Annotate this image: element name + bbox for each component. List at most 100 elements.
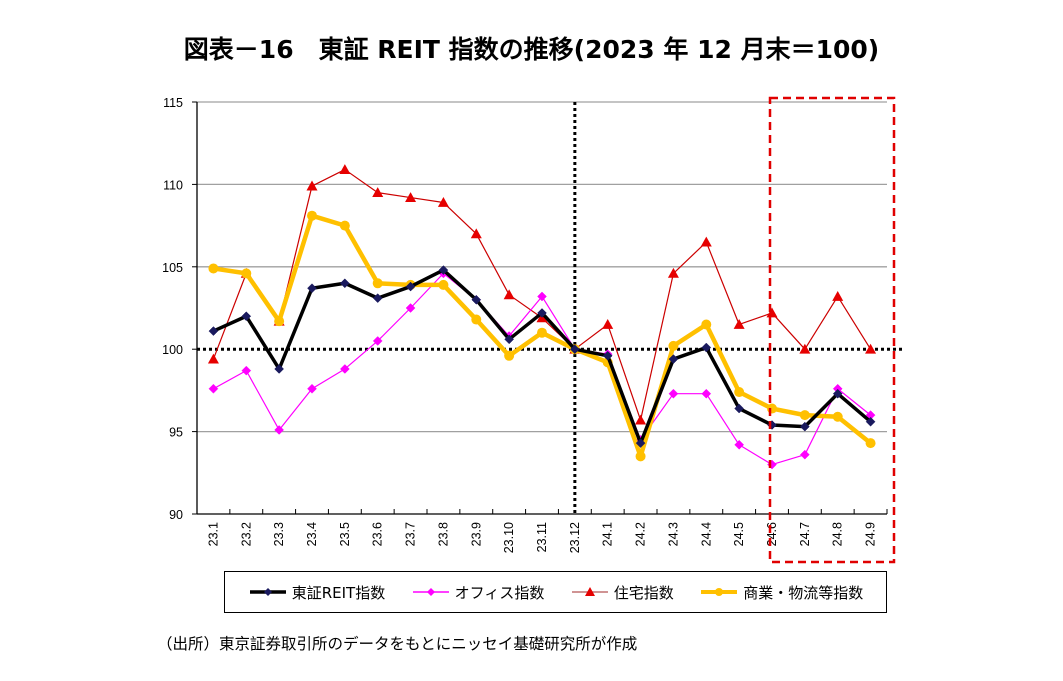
x-tick-label: 23.6 — [371, 522, 385, 546]
data-point — [668, 340, 679, 351]
legend-swatch — [249, 588, 286, 596]
data-point — [438, 265, 449, 275]
x-tick-label: 23.5 — [338, 522, 352, 546]
series-layer — [207, 164, 877, 470]
data-point — [865, 343, 877, 354]
data-point — [734, 387, 745, 398]
x-tick-label: 23.1 — [206, 522, 220, 546]
data-point — [340, 364, 350, 374]
y-tick-label: 95 — [169, 426, 183, 440]
series-0 — [208, 265, 876, 448]
legend-label: 東証REIT指数 — [291, 583, 386, 602]
data-point — [372, 187, 384, 198]
data-point — [208, 263, 219, 274]
data-point — [570, 344, 580, 355]
x-tick-label: 24.8 — [831, 522, 845, 546]
data-point — [405, 192, 417, 202]
x-tick-label: 23.7 — [404, 522, 418, 546]
data-point — [437, 197, 449, 207]
x-tick-label: 24.7 — [798, 522, 812, 546]
data-point — [471, 294, 482, 305]
legend-swatch — [571, 587, 608, 596]
data-point — [701, 342, 712, 353]
y-tick-label: 115 — [163, 96, 183, 110]
data-point — [339, 220, 350, 231]
data-point — [504, 334, 514, 345]
data-point — [701, 319, 712, 330]
data-point — [372, 278, 383, 289]
data-point — [734, 439, 744, 450]
x-tick-label: 23.11 — [535, 522, 549, 552]
x-tick-label: 23.8 — [436, 522, 450, 546]
data-point — [405, 281, 416, 292]
data-point — [207, 353, 219, 364]
legend-label: 商業・物流等指数 — [743, 583, 864, 602]
highlight-box — [768, 96, 896, 564]
data-point — [602, 350, 613, 361]
data-point — [701, 388, 712, 399]
data-point — [274, 425, 284, 435]
data-point — [832, 388, 843, 399]
legend-label: 住宅指数 — [613, 583, 674, 602]
x-tick-label: 23.9 — [469, 522, 483, 546]
data-point — [340, 278, 350, 289]
data-point — [307, 210, 317, 221]
data-point — [470, 228, 482, 239]
data-point — [832, 411, 843, 422]
x-tick-label: 24.9 — [864, 522, 878, 546]
data-point — [799, 343, 811, 354]
data-point — [372, 293, 383, 303]
data-point — [306, 180, 318, 191]
data-point — [241, 365, 252, 376]
legend-swatch — [412, 588, 449, 596]
data-point — [734, 403, 744, 414]
data-point — [635, 451, 646, 462]
x-tick-label: 24.5 — [732, 522, 746, 546]
y-tick-label: 90 — [169, 508, 183, 522]
data-point — [307, 283, 317, 294]
x-tick-label: 24.3 — [666, 522, 680, 546]
data-point — [733, 318, 745, 329]
chart-title: 図表－16 東証 REIT 指数の推移(2023 年 12 月末＝100) — [183, 35, 880, 64]
data-point — [700, 236, 712, 247]
data-point — [372, 336, 383, 346]
gridlines — [197, 101, 887, 433]
data-point — [208, 326, 219, 336]
y-tick-label: 100 — [162, 343, 183, 357]
legend-swatch — [701, 588, 738, 596]
x-tick-label: 24.2 — [634, 522, 648, 546]
data-point — [766, 307, 778, 318]
source-note: （出所）東京証券取引所のデータをもとにニッセイ基礎研究所が作成 — [157, 635, 638, 653]
x-tick-label: 24.1 — [601, 522, 615, 546]
data-point — [635, 438, 646, 448]
data-point — [537, 291, 547, 302]
legend: 東証REIT指数 オフィス指数 住宅指数 商業・物流等指数 — [224, 571, 887, 613]
legend-label: オフィス指数 — [454, 583, 545, 602]
data-point — [668, 388, 679, 399]
legend-item: 商業・物流等指数 — [699, 582, 863, 603]
data-point — [537, 327, 547, 338]
data-point — [800, 449, 810, 460]
data-point — [668, 354, 679, 364]
data-point — [767, 403, 777, 414]
x-tick-label: 24.4 — [699, 522, 713, 546]
data-point — [471, 314, 482, 325]
data-point — [241, 268, 252, 279]
highlight-range-box — [768, 96, 896, 564]
data-point — [241, 311, 252, 322]
data-point — [635, 414, 647, 425]
data-point — [667, 267, 679, 278]
series-3 — [208, 210, 876, 462]
legend-item: 住宅指数 — [570, 582, 674, 603]
data-point — [208, 383, 219, 394]
data-point — [274, 364, 284, 374]
data-point — [405, 303, 416, 313]
x-tick-label: 23.12 — [568, 522, 582, 553]
legend-item: オフィス指数 — [411, 582, 545, 603]
data-point — [339, 164, 351, 174]
y-tick-label: 110 — [163, 178, 183, 192]
x-tick-label: 23.2 — [239, 522, 253, 546]
data-point — [537, 308, 547, 318]
data-point — [307, 383, 317, 394]
